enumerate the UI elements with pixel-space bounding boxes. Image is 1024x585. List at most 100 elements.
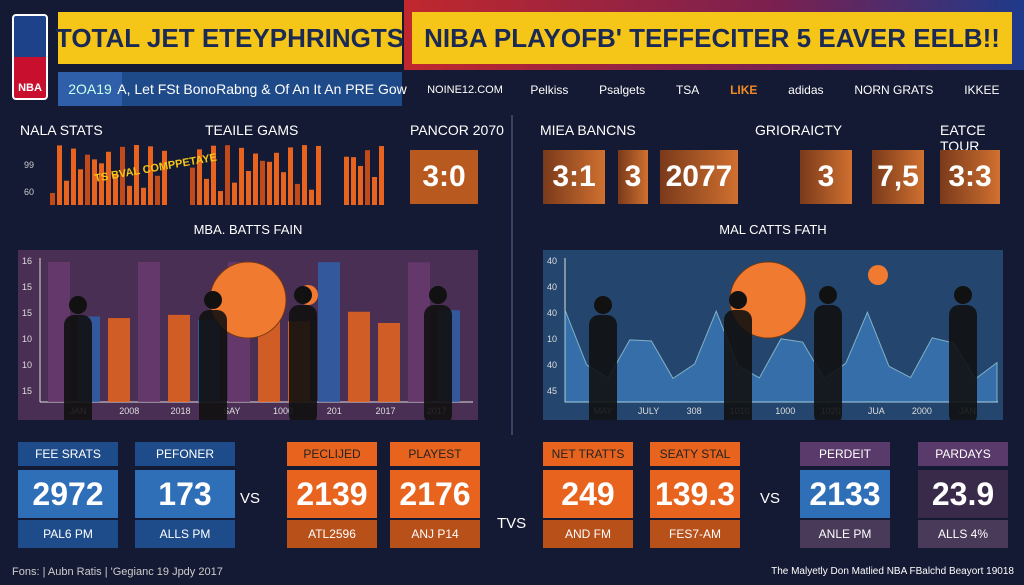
mini-bar xyxy=(197,149,202,205)
mini-bar xyxy=(281,172,286,205)
sponsor: Pelkiss xyxy=(530,83,569,97)
sponsor: IKKEE xyxy=(964,83,1000,97)
mini-bar xyxy=(309,189,314,205)
x-tick-label: 2018 xyxy=(170,406,190,416)
y-tick-label: 45 xyxy=(547,386,557,396)
mini-bar xyxy=(99,163,104,205)
player-head xyxy=(69,296,87,314)
mini-bar xyxy=(225,145,230,205)
score-box: 3:0 xyxy=(410,150,478,204)
y-tick-label: 40 xyxy=(547,360,557,370)
deco-bar xyxy=(138,262,160,402)
chart-title: MAL CATTS FATH xyxy=(719,222,827,237)
sponsor: NORN GRATS xyxy=(854,83,934,97)
left-title: TOTAL JET ETEYPHRINGTS xyxy=(56,12,404,64)
player-body xyxy=(199,310,227,420)
card-value: 173 xyxy=(135,470,235,518)
player-body xyxy=(424,305,452,420)
annotation: TS BVAL COMPPETAYE xyxy=(93,152,217,185)
ball xyxy=(868,265,888,285)
mini-bar xyxy=(239,147,244,205)
deco-bar xyxy=(258,313,280,402)
player-head xyxy=(429,286,447,304)
mini-bar xyxy=(155,175,160,205)
score-box: 3 xyxy=(618,150,648,204)
mini-bar xyxy=(190,167,195,205)
y-tick-label: 40 xyxy=(547,308,557,318)
deco-area xyxy=(564,309,998,403)
mini-bar xyxy=(351,157,356,205)
chart-title: MBA. BATTS FAIN xyxy=(193,222,303,237)
mini-bar xyxy=(344,156,349,205)
mini-bar xyxy=(85,154,90,205)
sponsor: TSA xyxy=(675,83,700,97)
x-tick-label: 2017 xyxy=(375,406,395,416)
x-tick-label: MAY xyxy=(594,406,613,416)
y-tick-label: 15 xyxy=(22,386,32,396)
panel-bg xyxy=(543,250,1003,420)
x-tick-label: 1000 xyxy=(775,406,795,416)
footer-left: Fons: | Aubn Ratis | 'Gegianc 19 Jpdy 20… xyxy=(12,566,223,578)
mini-bar xyxy=(113,173,118,205)
sponsor-site: NOINE12.COM xyxy=(427,84,503,96)
mini-bar xyxy=(148,146,153,205)
player-head xyxy=(294,286,312,304)
stat-label: MIEA BANCNS xyxy=(540,122,636,138)
x-tick-label: 1020 xyxy=(821,406,841,416)
card-sub: ALLS 4% xyxy=(918,520,1008,548)
mini-bar xyxy=(379,146,384,205)
player-head xyxy=(204,291,222,309)
y-tick-label: 40 xyxy=(547,282,557,292)
score-box: 2077 xyxy=(660,150,738,204)
mini-bar xyxy=(274,152,279,205)
year-box: 2OA19 xyxy=(58,72,122,106)
deco-bar xyxy=(78,316,100,402)
y-tick-label: 10 xyxy=(22,360,32,370)
deco-bar xyxy=(378,322,400,402)
y-tick-label: 10 xyxy=(547,334,557,344)
sponsor: adidas xyxy=(788,83,824,97)
player-body xyxy=(289,305,317,420)
card-sub: FES7-AM xyxy=(650,520,740,548)
card-label: PEFONER xyxy=(135,442,235,466)
mini-bar xyxy=(50,193,55,205)
mini-bar xyxy=(57,145,62,205)
mini-bar xyxy=(106,151,111,205)
mini-bar xyxy=(127,185,132,205)
score-box: 3:1 xyxy=(543,150,605,204)
player-head xyxy=(729,291,747,309)
card-sub: ALLS PM xyxy=(135,520,235,548)
mini-bar xyxy=(295,183,300,205)
mini-bar xyxy=(92,159,97,205)
y-tick-label: 40 xyxy=(547,256,557,266)
deco-bar xyxy=(168,314,190,402)
vs-label: TVS xyxy=(497,515,527,532)
mini-bar xyxy=(260,160,265,205)
mini-bar xyxy=(267,161,272,205)
stat-label: EATCE TOUR xyxy=(940,122,986,154)
mini-bar xyxy=(120,146,125,205)
mini-bar xyxy=(78,169,83,205)
player-body xyxy=(589,315,617,420)
sponsor: LIKE xyxy=(730,83,758,97)
deco-bar xyxy=(348,311,370,402)
stat-label: NALA STATS xyxy=(20,122,103,138)
card-sub: PAL6 PM xyxy=(18,520,118,548)
card-value: 23.9 xyxy=(918,470,1008,518)
y-tick-label: 10 xyxy=(22,334,32,344)
card-label: PLAYEST xyxy=(390,442,480,466)
vs-label: VS xyxy=(760,490,781,507)
x-tick-label: SAY xyxy=(223,406,240,416)
deco-bar xyxy=(228,262,250,402)
mini-bar xyxy=(316,145,321,205)
mini-bar xyxy=(71,148,76,205)
player-head xyxy=(954,286,972,304)
player-body xyxy=(724,310,752,420)
ball xyxy=(298,285,318,305)
player-body xyxy=(64,315,92,420)
card-value: 249 xyxy=(543,470,633,518)
x-tick-label: 2008 xyxy=(119,406,139,416)
sponsor: Psalgets xyxy=(599,83,646,97)
card-label: PARDAYS xyxy=(918,442,1008,466)
x-tick-label: 308 xyxy=(687,406,702,416)
